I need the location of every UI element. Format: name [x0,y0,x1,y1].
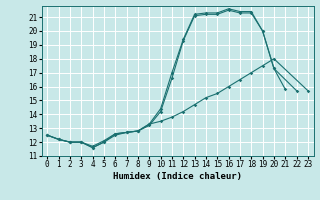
X-axis label: Humidex (Indice chaleur): Humidex (Indice chaleur) [113,172,242,181]
